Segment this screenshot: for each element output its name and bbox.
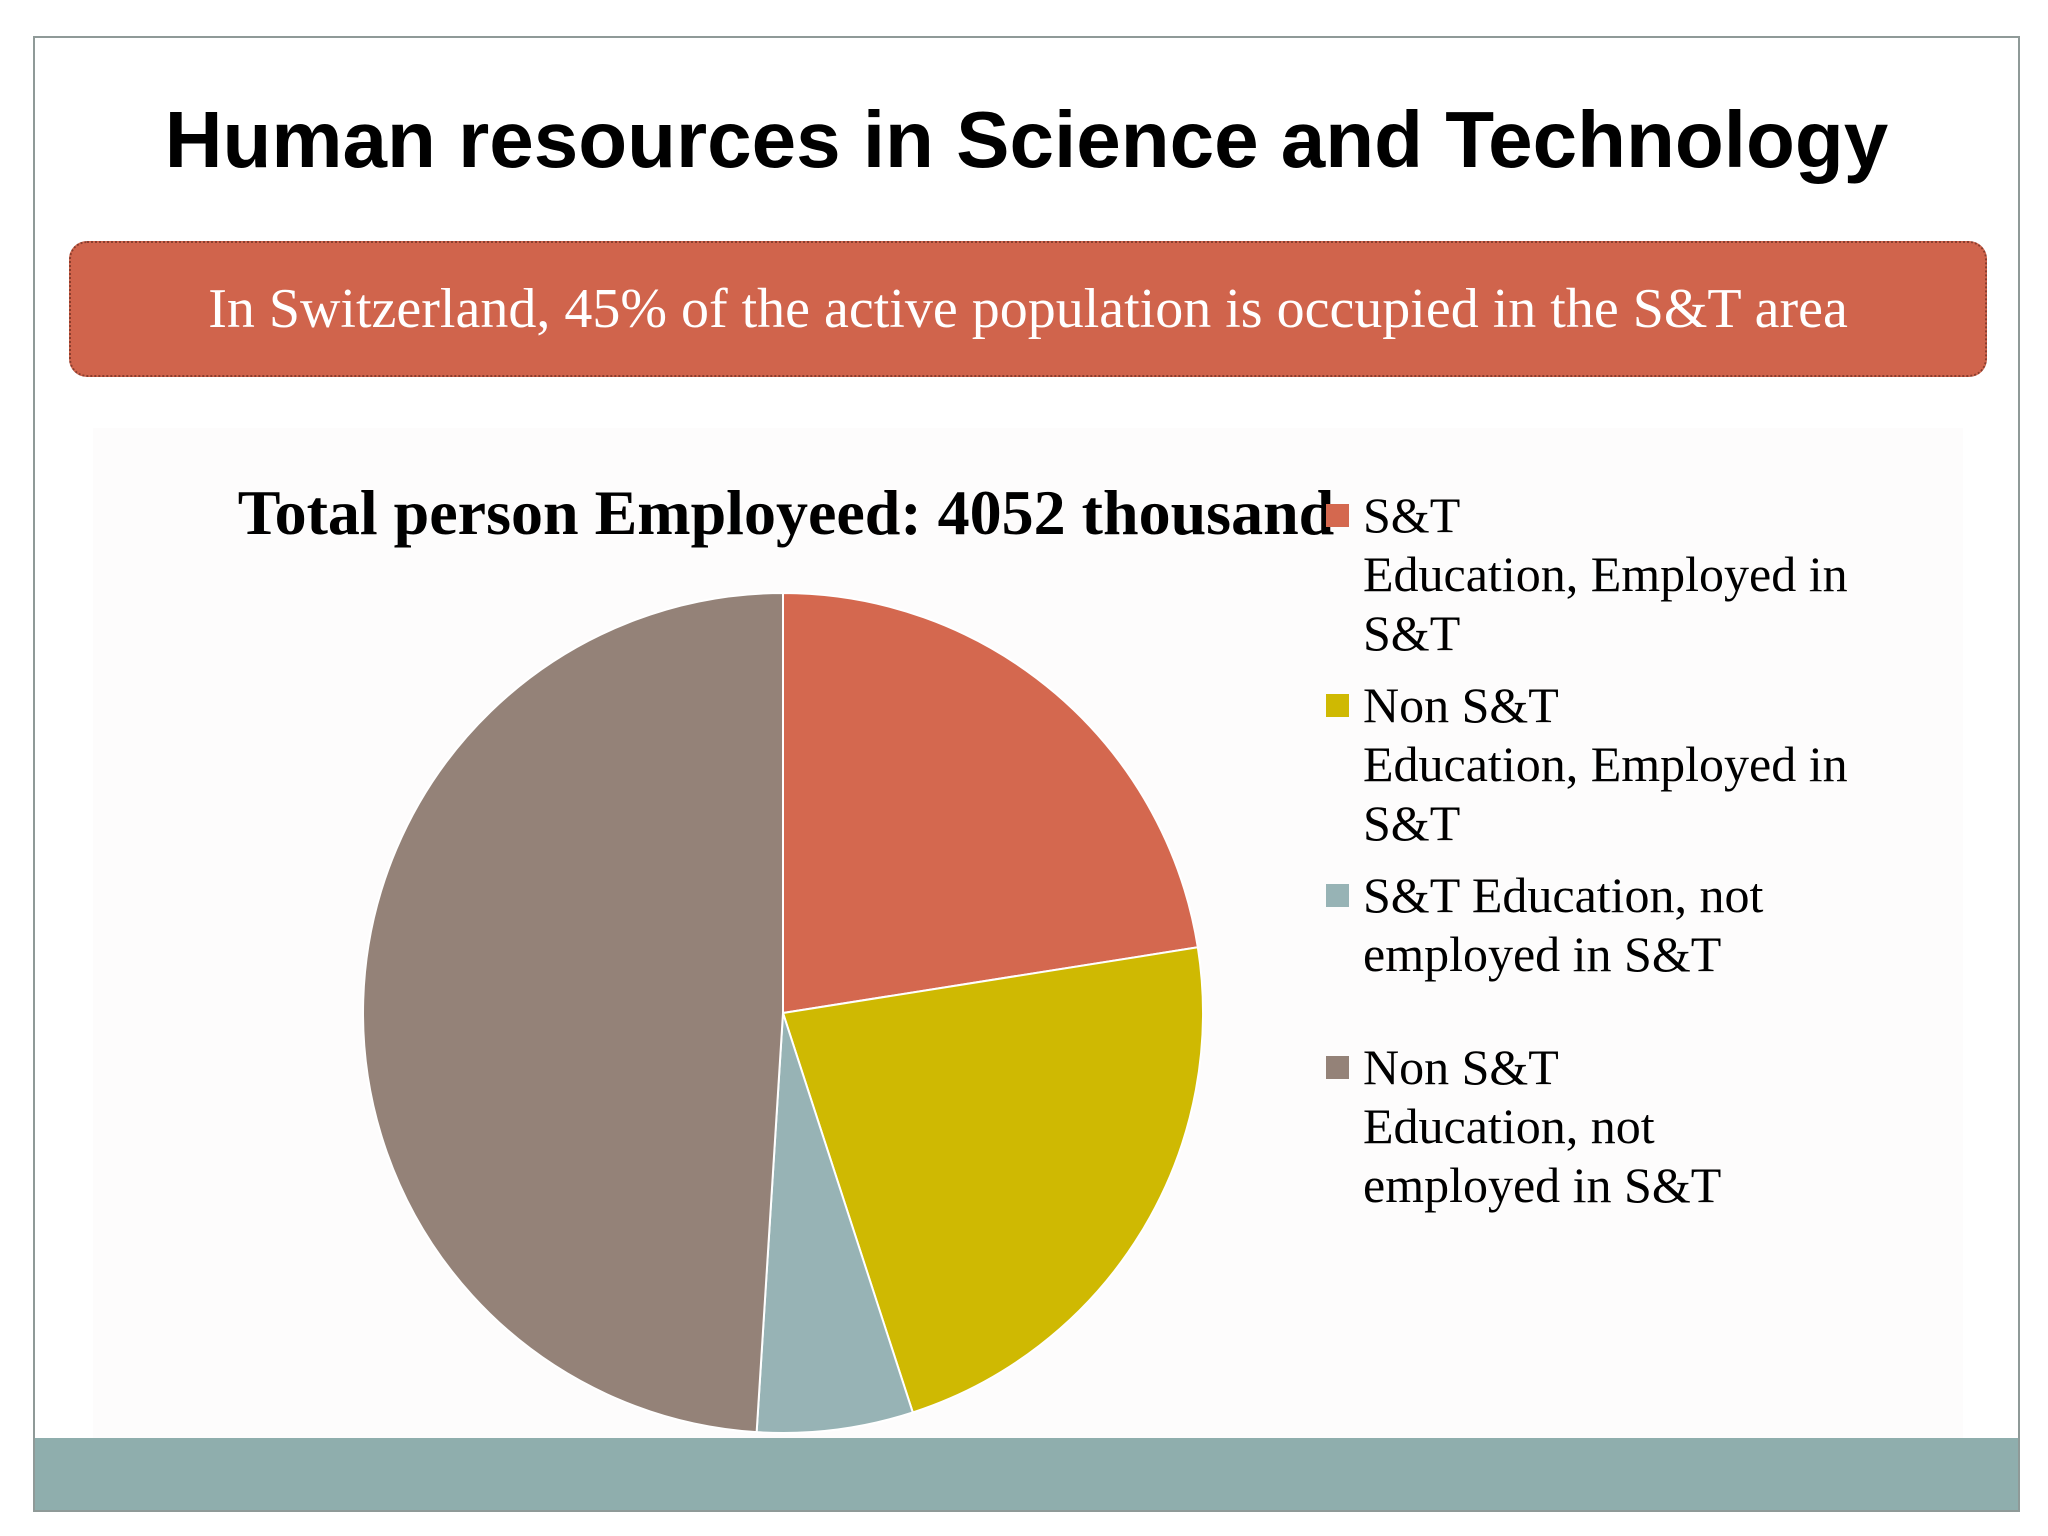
chart-area: Total person Employeed: 4052 thousand S&… [93, 428, 1963, 1473]
banner-text: In Switzerland, 45% of the active popula… [208, 278, 1848, 340]
slide-title: Human resources in Science and Technolog… [164, 95, 1889, 184]
pie-slice [362, 591, 784, 1434]
legend-label-line: Education, Employed in [1363, 736, 1848, 792]
legend-label: S&T Education, Employed in S&T [1363, 487, 1848, 661]
legend-label-line: S&T [1363, 605, 1460, 661]
legend-swatch [1326, 504, 1349, 527]
legend-label-line: employed in S&T [1363, 926, 1721, 982]
pie-slice [781, 946, 1204, 1414]
legend-label: Non S&T Education, Employed in S&T [1363, 677, 1848, 851]
legend-swatch [1326, 884, 1349, 907]
legend-label-line: Non S&T [1363, 677, 1559, 733]
legend-label-line: S&T Education, not [1363, 867, 1764, 923]
footer-bar [35, 1438, 2018, 1510]
legend-swatch [1326, 1056, 1349, 1079]
legend-label-line: Education, Employed in [1363, 546, 1848, 602]
chart-title: Total person Employeed: 4052 thousand [238, 477, 1335, 548]
pie-slice [782, 591, 1199, 1015]
legend-label-line: Non S&T [1363, 1039, 1559, 1095]
slide: Human resources in Science and Technolog… [33, 36, 2020, 1512]
highlight-banner: In Switzerland, 45% of the active popula… [69, 241, 1987, 377]
legend-label-line: S&T [1363, 795, 1460, 851]
legend-swatch [1326, 694, 1349, 717]
legend-label-line: S&T [1363, 487, 1460, 543]
legend-label: S&T Education, not employed in S&T [1363, 867, 1764, 982]
legend-label-line: employed in S&T [1363, 1157, 1721, 1213]
pie-slice [755, 1012, 915, 1434]
legend-label-line: Education, not [1363, 1098, 1655, 1154]
legend-label: Non S&T Education, not employed in S&T [1363, 1039, 1721, 1213]
pie-chart: Total person Employeed: 4052 thousand S&… [238, 477, 1848, 1434]
